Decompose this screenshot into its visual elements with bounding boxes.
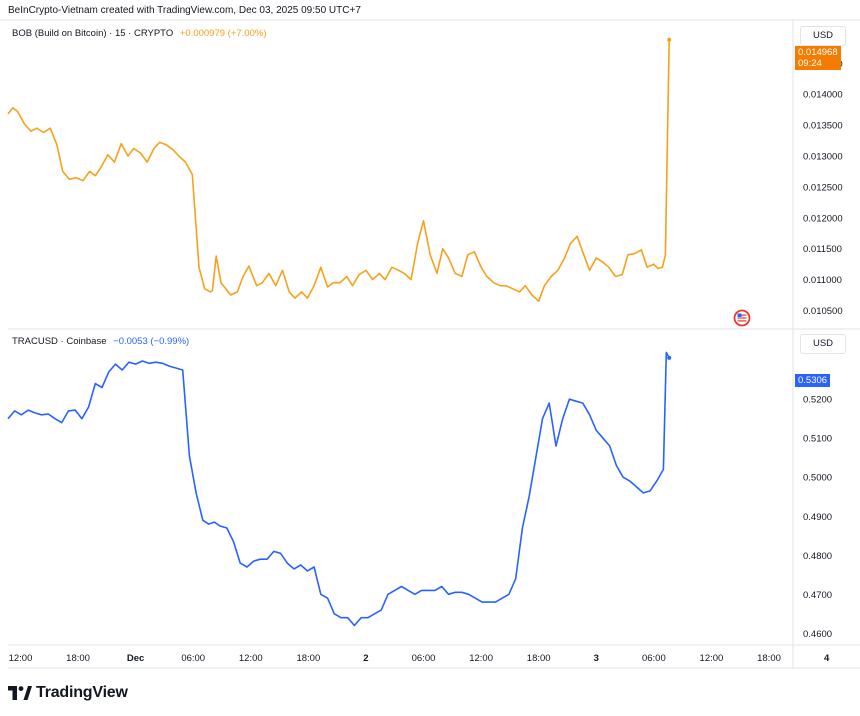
y-tick-label: 0.013000: [803, 151, 843, 162]
bob-currency-button[interactable]: USD: [800, 26, 846, 46]
y-tick-label: 0.013500: [803, 121, 843, 132]
x-tick-label: 12:00: [469, 653, 493, 664]
brand-name: TradingView: [36, 684, 128, 701]
x-tick-label: 18:00: [757, 653, 781, 664]
y-tick-label: 0.011000: [803, 275, 842, 286]
trac-last-price: 0.5306: [798, 375, 828, 386]
bob-change: +0.000979 (+7.00%): [179, 28, 267, 39]
x-tick-label: 18:00: [527, 653, 551, 664]
y-tick-label: 0.4700: [803, 590, 832, 601]
chart-frame: [0, 19, 860, 669]
y-tick-label: 0.5200: [803, 395, 832, 406]
y-tick-label: 0.4900: [803, 512, 832, 523]
y-tick-label: 0.011500: [803, 244, 842, 255]
us-flag-icon[interactable]: [733, 309, 751, 327]
x-tick-label: 06:00: [642, 653, 666, 664]
x-tick-label: 3: [594, 653, 599, 664]
y-tick-label: 0.4800: [803, 551, 832, 562]
bob-countdown: 09:24: [798, 58, 822, 69]
x-tick-label: Dec: [127, 653, 144, 664]
bob-symbol: BOB (Build on Bitcoin) · 15 · CRYPTO: [12, 28, 174, 39]
tradingview-brand[interactable]: TradingView: [8, 684, 128, 702]
x-tick-label: 06:00: [181, 653, 205, 664]
y-tick-label: 0.4600: [803, 629, 832, 640]
bob-last-price-tag: 0.014968 09:24: [795, 46, 841, 70]
trac-currency-button[interactable]: USD: [800, 334, 846, 354]
bob-pane: 0.0145000.0140000.0135000.0130000.012500…: [7, 37, 843, 317]
trac-change: −0.0053 (−0.99%): [113, 336, 190, 347]
x-tick-label: 4: [824, 653, 830, 664]
last-point: [667, 37, 672, 42]
x-tick-label: 12:00: [239, 653, 263, 664]
series-line: [7, 351, 670, 627]
last-point: [667, 355, 672, 360]
x-tick-label: 12:00: [700, 653, 724, 664]
y-tick-label: 0.012000: [803, 213, 843, 224]
bob-legend[interactable]: BOB (Build on Bitcoin) · 15 · CRYPTO +0.…: [12, 28, 266, 39]
y-tick-label: 0.5100: [803, 434, 832, 445]
trac-last-price-tag: 0.5306: [795, 374, 831, 387]
x-tick-label: 06:00: [412, 653, 436, 664]
y-tick-label: 0.010500: [803, 306, 843, 317]
x-tick-label: 18:00: [66, 653, 90, 664]
attribution-text: BeInCrypto-Vietnam created with TradingV…: [8, 5, 361, 16]
x-tick-label: 2: [363, 653, 368, 664]
time-axis: 12:00 18:00 Dec 06:00 12:00 18:00 2 06:00 12:00 1…: [9, 653, 830, 664]
x-tick-label: 12:00: [9, 653, 33, 664]
bob-last-price: 0.014968: [798, 47, 838, 58]
tradingview-logo-icon: [8, 686, 32, 700]
trac-pane: 0.5200 0.5100 0.5000 0.4900 0.4800 0.4700 0.46…: [7, 351, 832, 640]
series-line: [7, 39, 670, 303]
trac-symbol: TRACUSD · Coinbase: [12, 336, 107, 347]
y-tick-label: 0.012500: [803, 182, 843, 193]
trac-legend[interactable]: TRACUSD · Coinbase −0.0053 (−0.99%): [12, 336, 189, 347]
x-tick-label: 18:00: [296, 653, 320, 664]
y-tick-label: 0.014000: [803, 90, 843, 101]
y-tick-label: 0.5000: [803, 473, 832, 484]
